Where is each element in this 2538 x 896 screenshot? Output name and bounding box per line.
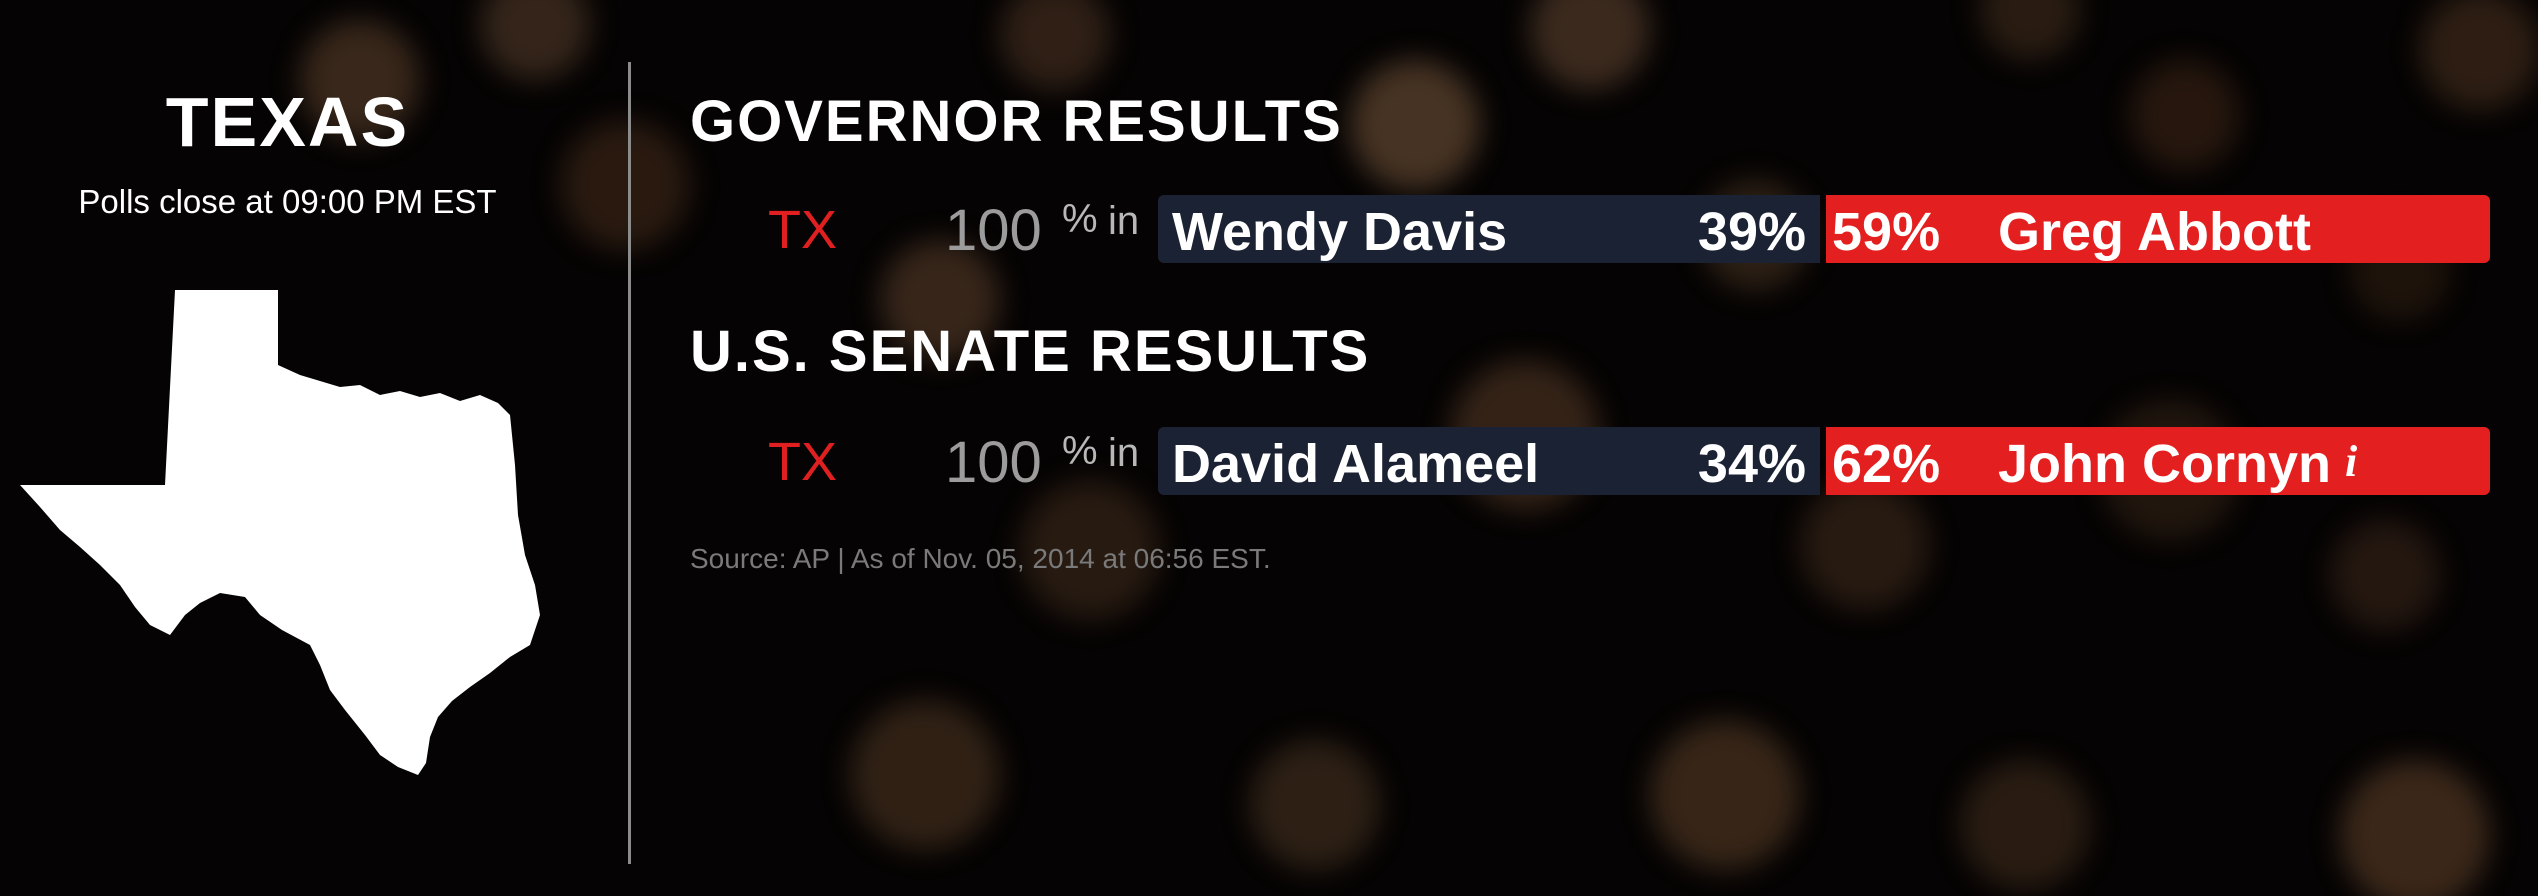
democrat-vote-percent: 34% [1697, 434, 1806, 494]
reporting-percent: 100 [945, 430, 1042, 495]
polls-close-time: Polls close at 09:00 PM EST [78, 183, 497, 220]
democrat-candidate-bar: David Alameel 34% [1158, 427, 1820, 495]
reporting-percent: 100 [945, 198, 1042, 263]
reporting-percent-sign: % [1062, 429, 1098, 473]
republican-vote-percent: 59% [1832, 202, 1941, 262]
republican-candidate-bar: 59% Greg Abbott [1826, 195, 2490, 263]
democrat-candidate-bar: Wendy Davis 39% [1158, 195, 1820, 263]
state-abbr: TX [768, 432, 838, 492]
panel-divider [628, 62, 631, 864]
senate-result-row: TX 100 % in David Alameel 34% 62% John C… [690, 427, 2490, 497]
source-attribution: Source: AP | As of Nov. 05, 2014 at 06:5… [690, 543, 1271, 574]
reporting-in-label: in [1108, 199, 1140, 243]
senate-results-title: U.S. SENATE RESULTS [690, 319, 1371, 384]
reporting-percent-sign: % [1062, 197, 1098, 241]
republican-candidate-bar: 62% John Cornyn i [1826, 427, 2490, 495]
state-panel: TEXAS Polls close at 09:00 PM EST [0, 0, 625, 896]
reporting-in-label: in [1108, 431, 1140, 475]
governor-result-row: TX 100 % in Wendy Davis 39% 59% Greg Abb… [690, 195, 2490, 265]
democrat-candidate-name: Wendy Davis [1172, 202, 1508, 262]
republican-candidate-name: Greg Abbott [1998, 202, 2311, 262]
governor-results-title: GOVERNOR RESULTS [690, 89, 1343, 154]
republican-candidate-name-text: John Cornyn [1998, 434, 2331, 494]
republican-candidate-name: John Cornyn i [1998, 433, 2357, 495]
state-name: TEXAS [165, 83, 410, 161]
texas-map-icon [20, 290, 540, 775]
democrat-candidate-name: David Alameel [1172, 434, 1540, 494]
democrat-vote-percent: 39% [1697, 202, 1806, 262]
incumbent-icon: i [2345, 437, 2358, 486]
republican-vote-percent: 62% [1832, 434, 1941, 494]
state-abbr: TX [768, 200, 838, 260]
